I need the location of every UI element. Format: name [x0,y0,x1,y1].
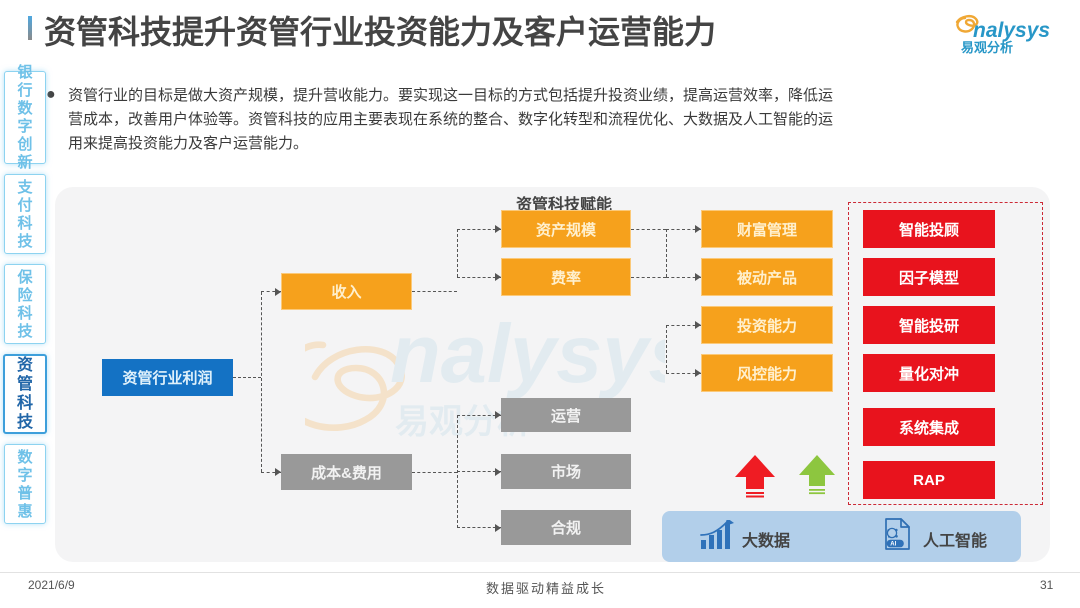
svg-text:易观分析: 易观分析 [961,40,1013,55]
svg-text:nalysys: nalysys [973,19,1050,42]
svg-text:AI: AI [890,542,896,548]
svg-text:nalysys: nalysys [390,307,665,400]
